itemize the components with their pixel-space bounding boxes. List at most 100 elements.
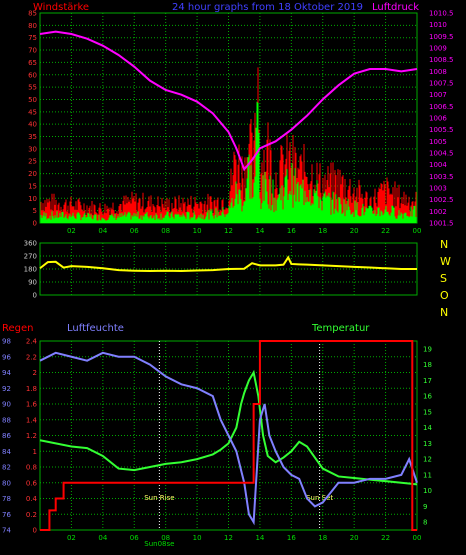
y-tick-wind: 70 [28, 47, 37, 55]
compass-label: S [440, 272, 447, 285]
y-tick-direction: 270 [24, 253, 37, 261]
y-tick-rain: 0.6 [26, 479, 38, 487]
y-tick-wind: 85 [28, 10, 37, 18]
x-tick-label: 10 [193, 227, 202, 235]
y-tick-pressure: 1007 [429, 91, 447, 99]
y-tick-rain: 0 [33, 527, 37, 535]
y-tick-temperature: 18 [423, 361, 432, 369]
compass-label: N [440, 306, 448, 319]
y-tick-humidity: 74 [2, 527, 11, 535]
y-tick-wind: 45 [28, 108, 37, 116]
sunrise-label: Sun Rise [144, 494, 174, 502]
y-tick-temperature: 10 [423, 487, 432, 495]
y-tick-rain: 1.2 [26, 432, 37, 440]
y-tick-temperature: 9 [423, 503, 427, 511]
y-tick-humidity: 94 [2, 369, 11, 377]
x-tick-label: 22 [381, 227, 390, 235]
y-tick-direction: 0 [33, 292, 37, 300]
x-tick-label: 20 [350, 534, 359, 542]
humidity-line [39, 351, 418, 526]
x-tick-label: 12 [224, 227, 233, 235]
y-tick-pressure: 1002.5 [429, 196, 454, 204]
y-tick-pressure: 1009 [429, 45, 447, 53]
y-tick-wind: 75 [28, 34, 37, 42]
y-tick-humidity: 98 [2, 338, 11, 346]
x-tick-label: 04 [98, 534, 107, 542]
y-tick-temperature: 11 [423, 471, 432, 479]
y-tick-rain: 2 [33, 369, 37, 377]
y-tick-wind: 25 [28, 158, 37, 166]
rain-line [40, 340, 417, 531]
y-tick-rain: 0.8 [26, 464, 37, 472]
y-tick-wind: 0 [33, 220, 37, 228]
direction-line [39, 255, 417, 273]
y-tick-pressure: 1004.5 [429, 150, 454, 158]
rain-label: Regen [2, 323, 34, 334]
x-tick-label: 00 [413, 227, 422, 235]
y-tick-pressure: 1006 [429, 115, 447, 123]
x-tick-label: 02 [67, 227, 76, 235]
x-tick-label: 14 [255, 534, 264, 542]
y-tick-direction: 180 [24, 266, 37, 274]
y-tick-wind: 20 [28, 170, 37, 178]
y-tick-rain: 1 [33, 448, 37, 456]
pressure-line [39, 30, 418, 172]
y-tick-humidity: 96 [2, 353, 11, 361]
y-tick-rain: 2.4 [26, 338, 38, 346]
x-tick-label: 08 [161, 227, 170, 235]
y-tick-temperature: 17 [423, 377, 432, 385]
compass-label: N [440, 238, 448, 251]
y-tick-temperature: 14 [423, 424, 432, 432]
y-tick-rain: 1.6 [26, 401, 38, 409]
x-tick-label: 16 [287, 227, 296, 235]
x-tick-label: 08 [161, 534, 170, 542]
header-title: 24 hour graphs from 18 Oktober 2019 [172, 2, 363, 13]
y-tick-direction: 360 [24, 240, 37, 248]
y-tick-pressure: 1010 [429, 21, 447, 29]
header-pressure-label: Luftdruck [372, 2, 419, 13]
y-tick-humidity: 84 [2, 448, 11, 456]
sunset-label: Sun Set [306, 494, 333, 502]
y-tick-pressure: 1003 [429, 185, 447, 193]
y-tick-rain: 1.4 [26, 416, 38, 424]
y-tick-humidity: 86 [2, 432, 11, 440]
y-tick-humidity: 92 [2, 385, 11, 393]
y-tick-pressure: 1005.5 [429, 126, 454, 134]
x-tick-label: 06 [130, 534, 139, 542]
y-tick-wind: 80 [28, 22, 37, 30]
compass-label: O [440, 289, 449, 302]
y-tick-wind: 5 [33, 207, 37, 215]
y-tick-humidity: 80 [2, 479, 11, 487]
y-tick-pressure: 1003.5 [429, 173, 454, 181]
x-tick-label: 00 [413, 534, 422, 542]
x-tick-label: 22 [381, 534, 390, 542]
y-tick-rain: 0.2 [26, 511, 37, 519]
x-tick-label: 20 [350, 227, 359, 235]
y-tick-rain: 0.4 [26, 495, 38, 503]
y-tick-pressure: 1010.5 [429, 10, 454, 18]
x-tick-label: 18 [318, 227, 327, 235]
y-tick-wind: 10 [28, 195, 37, 203]
y-tick-pressure: 1002 [429, 208, 447, 216]
y-tick-direction: 90 [28, 279, 37, 287]
y-tick-temperature: 19 [423, 345, 432, 353]
y-tick-temperature: 13 [423, 440, 432, 448]
y-tick-pressure: 1008 [429, 68, 447, 76]
y-tick-wind: 55 [28, 84, 37, 92]
y-tick-pressure: 1006.5 [429, 103, 454, 111]
compass-label: W [440, 255, 451, 268]
y-tick-humidity: 76 [2, 511, 11, 519]
x-tick-label: 06 [130, 227, 139, 235]
y-tick-temperature: 8 [423, 519, 427, 527]
y-tick-wind: 50 [28, 96, 37, 104]
y-tick-humidity: 82 [2, 464, 11, 472]
y-tick-pressure: 1009.5 [429, 33, 454, 41]
y-tick-rain: 2.2 [26, 353, 37, 361]
header-wind-label: Windstärke [33, 2, 89, 13]
y-tick-wind: 40 [28, 121, 37, 129]
y-tick-temperature: 15 [423, 408, 432, 416]
y-tick-pressure: 1005 [429, 138, 447, 146]
y-tick-wind: 30 [28, 145, 37, 153]
y-tick-humidity: 90 [2, 401, 11, 409]
